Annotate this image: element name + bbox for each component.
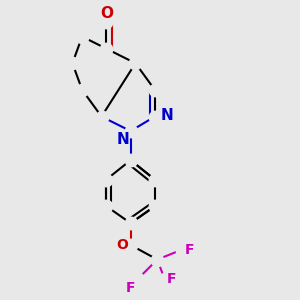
Text: O: O [116,238,128,252]
Text: O: O [100,6,113,21]
Text: F: F [185,243,195,257]
Text: F: F [167,272,176,286]
Text: N: N [117,132,129,147]
Text: N: N [161,108,174,123]
Text: F: F [126,281,136,296]
